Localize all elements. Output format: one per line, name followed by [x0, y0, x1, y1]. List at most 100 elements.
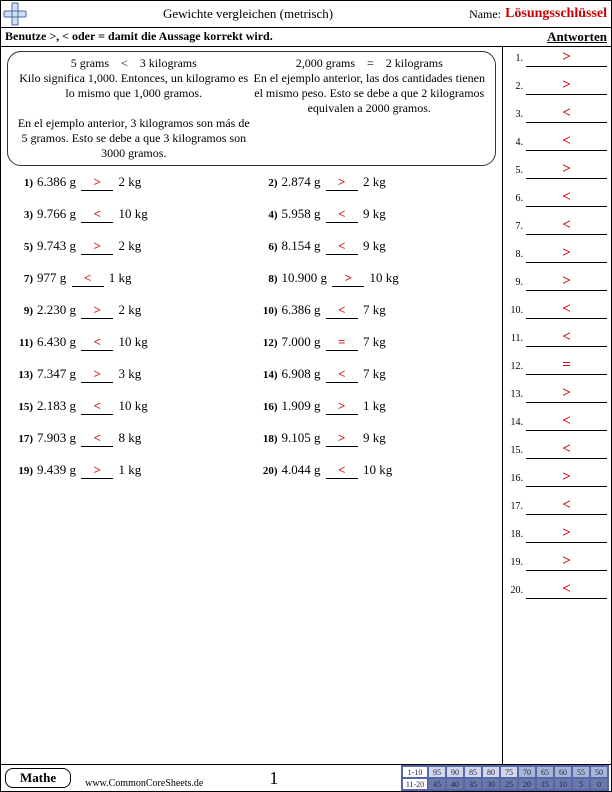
score-cell: 55: [572, 766, 590, 778]
answer-blank[interactable]: >: [81, 174, 113, 191]
answer-row: 11.<: [507, 329, 607, 347]
score-cell: 0: [590, 778, 608, 790]
problem-row: 11)6.430 g < 10 kg12)7.000 g = 7 kg: [9, 334, 498, 351]
problem-number: 13): [9, 369, 37, 381]
answer-blank[interactable]: >: [326, 398, 358, 415]
header: Gewichte vergleichen (metrisch) Name: Lö…: [1, 1, 611, 28]
answer-value: >: [526, 161, 607, 179]
answer-value: >: [526, 553, 607, 571]
answer-row: 19.>: [507, 553, 607, 571]
answer-value: <: [526, 329, 607, 347]
answer-row: 4.<: [507, 133, 607, 151]
problem-number: 12): [254, 337, 282, 349]
problem-cell: 13)7.347 g > 3 kg: [9, 366, 254, 383]
problem-cell: 16)1.909 g > 1 kg: [254, 398, 499, 415]
site-url: www.CommonCoreSheets.de: [85, 778, 203, 789]
answer-number: 8.: [507, 249, 526, 260]
example-left-heading: 5 grams < 3 kilograms: [16, 56, 252, 71]
problem-number: 10): [254, 305, 282, 317]
problem-cell: 14)6.908 g < 7 kg: [254, 366, 499, 383]
answer-blank[interactable]: >: [326, 174, 358, 191]
answer-row: 10.<: [507, 301, 607, 319]
problem-text: 7.347 g > 3 kg: [37, 366, 141, 383]
answer-value: <: [526, 497, 607, 515]
example-right-text: En el ejemplo anterior, las dos cantidad…: [252, 71, 488, 116]
problem-cell: 10)6.386 g < 7 kg: [254, 302, 499, 319]
problem-row: 3)9.766 g < 10 kg4)5.958 g < 9 kg: [9, 206, 498, 223]
page-title: Gewichte vergleichen (metrisch): [27, 6, 469, 22]
answer-blank[interactable]: <: [326, 238, 358, 255]
problem-text: 2.874 g > 2 kg: [282, 174, 386, 191]
example-left-text1: Kilo significa 1,000. Entonces, un kilog…: [16, 71, 252, 116]
problem-text: 9.439 g > 1 kg: [37, 462, 141, 479]
answer-blank[interactable]: <: [326, 302, 358, 319]
page-number: 1: [269, 768, 278, 789]
problem-cell: 8)10.900 g > 10 kg: [254, 270, 499, 287]
answer-value: >: [526, 245, 607, 263]
answer-blank[interactable]: <: [326, 366, 358, 383]
answer-blank[interactable]: <: [81, 398, 113, 415]
answer-blank[interactable]: <: [81, 430, 113, 447]
answer-value: <: [526, 105, 607, 123]
answer-key-label: Lösungsschlüssel: [505, 6, 607, 22]
problem-number: 7): [9, 273, 37, 285]
problem-text: 977 g < 1 kg: [37, 270, 132, 287]
answer-blank[interactable]: >: [81, 462, 113, 479]
problem-text: 6.386 g > 2 kg: [37, 174, 141, 191]
problem-number: 15): [9, 401, 37, 413]
problem-text: 7.000 g = 7 kg: [282, 334, 386, 351]
answer-number: 13.: [507, 389, 526, 400]
answer-row: 9.>: [507, 273, 607, 291]
answer-value: <: [526, 189, 607, 207]
answer-blank[interactable]: >: [81, 238, 113, 255]
instruction-text: Benutze >, < oder = damit die Aussage ko…: [5, 29, 547, 45]
problem-cell: 12)7.000 g = 7 kg: [254, 334, 499, 351]
answer-value: <: [526, 413, 607, 431]
problem-cell: 4)5.958 g < 9 kg: [254, 206, 499, 223]
logo-cross-icon: [3, 2, 27, 26]
answer-number: 3.: [507, 109, 526, 120]
answer-blank[interactable]: <: [326, 206, 358, 223]
answer-value: <: [526, 441, 607, 459]
problem-row: 1)6.386 g > 2 kg2)2.874 g > 2 kg: [9, 174, 498, 191]
answer-number: 12.: [507, 361, 526, 372]
answer-row: 5.>: [507, 161, 607, 179]
answers-heading: Antworten: [547, 29, 607, 45]
answer-blank[interactable]: <: [72, 270, 104, 287]
answer-blank[interactable]: >: [81, 302, 113, 319]
answer-blank[interactable]: =: [326, 334, 358, 351]
answer-blank[interactable]: >: [326, 430, 358, 447]
answer-row: 14.<: [507, 413, 607, 431]
answer-blank[interactable]: >: [332, 270, 364, 287]
score-cell: 80: [482, 766, 500, 778]
score-cell: 40: [446, 778, 464, 790]
answer-blank[interactable]: <: [81, 206, 113, 223]
answer-blank[interactable]: >: [81, 366, 113, 383]
answer-number: 14.: [507, 417, 526, 428]
score-cell: 10: [554, 778, 572, 790]
answer-value: <: [526, 581, 607, 599]
answer-row: 12.=: [507, 357, 607, 375]
problem-number: 2): [254, 177, 282, 189]
main-column: 5 grams < 3 kilograms 2,000 grams = 2 ki…: [1, 47, 503, 766]
score-cell: 65: [536, 766, 554, 778]
answer-number: 4.: [507, 137, 526, 148]
example-box: 5 grams < 3 kilograms 2,000 grams = 2 ki…: [7, 51, 496, 166]
answer-value: >: [526, 49, 607, 67]
answer-value: >: [526, 273, 607, 291]
score-cell: 1-10: [402, 766, 428, 778]
problem-row: 17)7.903 g < 8 kg18)9.105 g > 9 kg: [9, 430, 498, 447]
answer-blank[interactable]: <: [81, 334, 113, 351]
problem-number: 20): [254, 465, 282, 477]
problem-row: 13)7.347 g > 3 kg14)6.908 g < 7 kg: [9, 366, 498, 383]
answers-column: 1.>2.>3.<4.<5.>6.<7.<8.>9.>10.<11.<12.=1…: [503, 47, 611, 766]
score-cell: 35: [464, 778, 482, 790]
problem-cell: 2)2.874 g > 2 kg: [254, 174, 499, 191]
example-left-text2: En el ejemplo anterior, 3 kilogramos son…: [16, 116, 252, 161]
subject-tab: Mathe: [5, 768, 71, 788]
answer-number: 10.: [507, 305, 526, 316]
answer-blank[interactable]: <: [326, 462, 358, 479]
footer: Mathe www.CommonCoreSheets.de 1 1-109590…: [1, 764, 611, 791]
answer-number: 17.: [507, 501, 526, 512]
problem-number: 18): [254, 433, 282, 445]
